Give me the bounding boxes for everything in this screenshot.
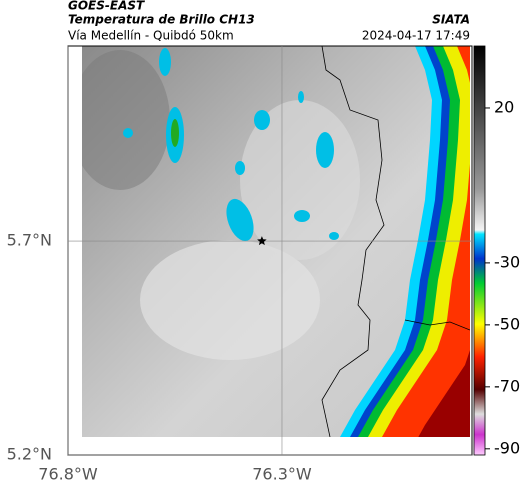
satellite-image [82,46,470,437]
timestamp: 2024-04-17 17:49 [362,29,470,43]
colorbar-tick-label: -70 [494,376,520,395]
colorbar-tick-label: 20 [494,97,514,116]
colorbar [473,45,486,456]
subtitle: Temperatura de Brillo CH13 [68,13,255,27]
route: Vía Medellín - Quibdó 50km [68,29,234,43]
colorbar-tick-label: -30 [494,252,520,271]
source: SIATA [432,13,470,27]
colorbar-tick-label: -50 [494,314,520,333]
title: GOES-EAST [68,0,145,13]
colorbar-tick-label: -90 [494,438,520,457]
y-tick-label: 5.2°N [7,445,52,464]
x-tick-label: 76.3°W [252,465,312,484]
location-marker [257,236,267,246]
x-tick-label: 76.8°W [38,465,98,484]
y-tick-label: 5.7°N [7,231,52,250]
